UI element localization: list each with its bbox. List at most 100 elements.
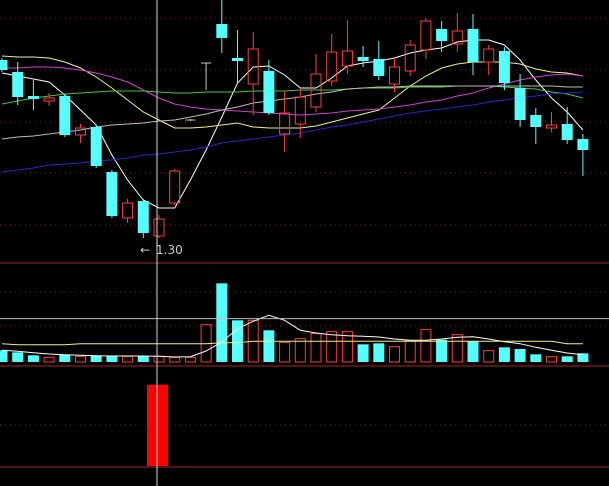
candle — [294, 88, 306, 138]
candle — [201, 62, 212, 90]
candle — [153, 215, 165, 238]
low-marker-arrow: ← — [140, 243, 150, 257]
candle-body — [247, 48, 259, 85]
volume-bar — [420, 329, 432, 363]
candle-body — [0, 60, 8, 70]
candle — [577, 134, 589, 176]
volume-bar — [530, 354, 542, 362]
candle-body — [467, 29, 479, 62]
candle — [27, 80, 39, 110]
volume-bar — [279, 341, 291, 363]
volume-bar — [59, 354, 71, 362]
candle-body — [498, 51, 510, 83]
candle — [216, 0, 228, 53]
candle-body — [216, 24, 228, 38]
price-moving-averages — [1, 39, 584, 209]
candle-body — [483, 48, 495, 63]
volume-bar — [404, 340, 416, 363]
candle — [12, 62, 24, 105]
volume-bar — [43, 356, 55, 363]
volume-bar — [514, 349, 526, 362]
candle — [483, 45, 495, 75]
candle-body — [530, 115, 542, 127]
volume-bar — [436, 339, 448, 362]
candle-body — [59, 96, 71, 135]
candle-body — [294, 96, 306, 125]
panel-borders — [0, 262, 609, 468]
candle-body — [279, 112, 291, 135]
candle-body — [263, 71, 275, 113]
candle-body — [27, 96, 39, 99]
candle-body — [357, 57, 369, 61]
candle — [43, 93, 55, 106]
volume-bar — [498, 347, 510, 362]
candle — [498, 47, 510, 90]
candle-body — [389, 66, 400, 85]
volume-bar — [483, 350, 495, 363]
moving-average-line — [1, 39, 584, 209]
volume-bar — [27, 355, 39, 362]
volume-bar — [90, 356, 102, 362]
volume-bar — [389, 346, 400, 363]
candle-body — [153, 218, 165, 237]
candle — [75, 124, 86, 143]
volume-bar — [546, 356, 557, 363]
candle-body — [436, 29, 448, 41]
candle — [0, 58, 8, 72]
volume-bar — [373, 343, 385, 362]
candle — [357, 46, 369, 67]
candle — [279, 91, 291, 152]
moving-average-line — [2, 66, 583, 116]
volume-bar — [184, 356, 196, 363]
candle — [263, 60, 275, 115]
candle-body — [310, 73, 322, 108]
volume-bar — [326, 331, 338, 363]
candle-body — [373, 59, 385, 76]
candle-body — [577, 139, 589, 150]
volume-moving-average-line — [1, 314, 583, 358]
volume-bar — [577, 353, 589, 362]
candle — [546, 112, 557, 132]
candle — [514, 74, 526, 127]
candle — [373, 41, 385, 80]
candle — [467, 14, 479, 75]
candle-body — [106, 172, 118, 216]
volume-bar — [137, 356, 149, 362]
volume-bar — [341, 331, 353, 363]
candle — [247, 32, 259, 115]
volume-bar — [12, 352, 24, 362]
candle — [420, 18, 432, 59]
candle — [232, 30, 243, 84]
candle-body — [514, 88, 526, 120]
candle — [451, 13, 463, 52]
volume-bar — [153, 355, 165, 363]
candle-body — [420, 20, 432, 51]
volume-moving-averages — [0, 314, 609, 358]
volume-bar — [357, 344, 369, 362]
volume-bar — [232, 320, 243, 362]
volume-bar — [561, 356, 573, 362]
candle — [389, 58, 400, 92]
candle-body — [12, 72, 24, 97]
volume-moving-average-line — [1, 340, 583, 346]
candle-body — [169, 170, 181, 204]
volume-bar — [106, 356, 118, 362]
low-marker-label: 1.30 — [156, 243, 183, 257]
volume-bar — [216, 283, 228, 362]
volume-bar — [0, 350, 8, 362]
candle — [436, 21, 448, 52]
volume-bar — [263, 330, 275, 362]
candle — [122, 199, 134, 223]
candle-body — [561, 124, 573, 140]
low-price-marker: ← 1.30 — [140, 243, 183, 257]
candle-body — [546, 124, 557, 129]
volume-bar — [467, 341, 479, 362]
candle — [404, 40, 416, 76]
candle-body — [326, 51, 338, 82]
candle — [341, 20, 353, 74]
volume-bar — [169, 356, 181, 363]
candle — [310, 54, 322, 112]
candle-body — [232, 58, 243, 61]
volume-bar — [310, 333, 322, 363]
